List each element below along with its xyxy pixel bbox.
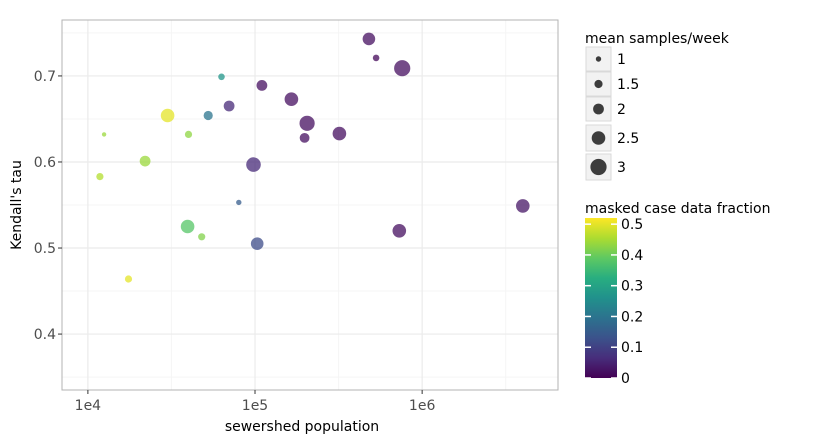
data-point — [299, 133, 310, 143]
size-legend-key-symbol — [591, 131, 606, 145]
size-legend-key-symbol — [594, 79, 603, 89]
size-legend-key-symbol — [595, 56, 602, 62]
colorbar-tick-label: 0.5 — [621, 217, 643, 233]
data-point — [101, 132, 107, 137]
size-legend-label: 2.5 — [617, 131, 639, 147]
colorbar-tick-label: 0.1 — [621, 340, 643, 356]
colorbar-tick-label: 0.4 — [621, 248, 643, 264]
data-point — [180, 219, 195, 234]
plot-panel — [61, 19, 559, 391]
x-tick-label: 1e5 — [242, 398, 268, 414]
data-point — [160, 108, 175, 123]
data-point — [223, 100, 235, 112]
data-point — [299, 115, 315, 131]
x-tick-label: 1e4 — [75, 398, 102, 414]
colorbar-tick-label: 0.3 — [621, 279, 643, 295]
y-tick-label: 0.4 — [34, 327, 56, 343]
data-point — [198, 233, 206, 241]
panel-border — [61, 19, 559, 391]
color-legend: masked case data fraction 00.10.20.30.40… — [585, 201, 770, 387]
data-point — [256, 80, 268, 91]
data-points — [96, 32, 530, 283]
data-point — [218, 73, 225, 81]
y-tick-label: 0.5 — [34, 241, 56, 257]
y-axis-title: Kendall's tau — [9, 160, 25, 250]
data-point — [139, 155, 151, 167]
size-legend-key-symbol — [593, 103, 604, 115]
data-point — [394, 60, 411, 77]
size-legend: mean samples/week 1 1.5 2 2.5 3 — [585, 31, 730, 181]
size-legend-title: mean samples/week — [585, 31, 730, 47]
data-point — [372, 54, 380, 62]
size-legend-keys: 1 1.5 2 2.5 3 — [585, 46, 639, 181]
data-point — [284, 92, 299, 106]
minor-gridlines — [62, 20, 558, 390]
x-axis: 1e4 1e5 1e6 — [75, 390, 436, 414]
data-point — [250, 237, 264, 250]
data-point — [392, 224, 407, 238]
x-tick-label: 1e6 — [409, 398, 436, 414]
size-legend-label: 1 — [617, 52, 626, 68]
y-tick-label: 0.6 — [34, 155, 56, 171]
data-point — [96, 173, 104, 181]
colorbar-tick-label: 0 — [621, 371, 630, 387]
y-tick-label: 0.7 — [34, 69, 56, 85]
data-point — [124, 275, 133, 283]
size-legend-label: 1.5 — [617, 77, 639, 93]
data-point — [332, 126, 347, 141]
size-legend-label: 3 — [617, 160, 626, 176]
colorbar — [585, 218, 617, 378]
color-legend-title: masked case data fraction — [585, 201, 770, 217]
size-legend-label: 2 — [617, 102, 626, 118]
data-point — [184, 130, 193, 138]
data-point — [203, 110, 213, 121]
data-point — [362, 32, 376, 46]
data-point — [516, 199, 530, 213]
colorbar-tick-label: 0.2 — [621, 309, 643, 325]
y-axis: 0.4 0.5 0.6 0.7 — [34, 69, 62, 343]
colorbar-ticks: 0 0.1 0.2 0.3 0.4 0.5 — [585, 217, 643, 387]
data-point — [236, 199, 242, 206]
data-point — [246, 157, 261, 172]
size-legend-key-symbol — [590, 158, 607, 176]
major-gridlines — [62, 20, 558, 390]
x-axis-title: sewershed population — [225, 419, 379, 435]
